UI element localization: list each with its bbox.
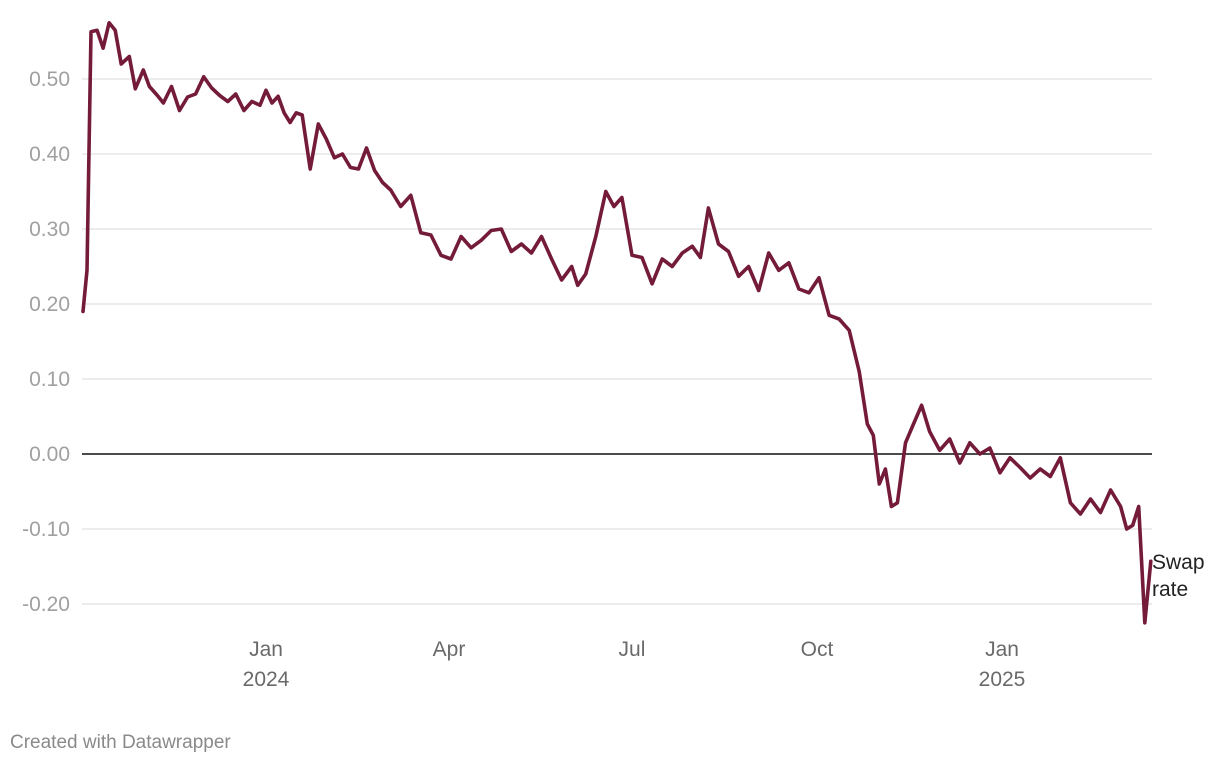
credit-text: Created with Datawrapper xyxy=(10,732,231,753)
x-tick-label: Jan xyxy=(249,638,283,661)
gridlines xyxy=(82,78,1152,605)
series-label-swap-rate: Swap rate xyxy=(1152,551,1210,601)
x-axis-tick-labels: Jan 2024 Apr Jul Oct Jan 2025 xyxy=(243,638,1026,691)
x-tick-label: Jul xyxy=(619,638,646,661)
x-tick-year-label: 2024 xyxy=(243,668,290,691)
x-tick-label: Oct xyxy=(801,638,834,661)
y-tick-label: 0.40 xyxy=(29,143,70,166)
y-axis-tick-labels: 0.50 0.40 0.30 0.20 0.10 0.00 -0.10 -0.20 xyxy=(22,68,70,616)
x-tick-label: Jan xyxy=(985,638,1019,661)
y-tick-label: -0.10 xyxy=(22,518,70,541)
series-line-swap-rate xyxy=(81,21,1153,625)
x-tick-label: Apr xyxy=(433,638,466,661)
y-tick-label: 0.30 xyxy=(29,218,70,241)
y-tick-label: -0.20 xyxy=(22,593,70,616)
x-tick-year-label: 2025 xyxy=(979,668,1026,691)
y-tick-label: 0.00 xyxy=(29,443,70,466)
y-tick-label: 0.10 xyxy=(29,368,70,391)
y-tick-label: 0.50 xyxy=(29,68,70,91)
y-tick-label: 0.20 xyxy=(29,293,70,316)
